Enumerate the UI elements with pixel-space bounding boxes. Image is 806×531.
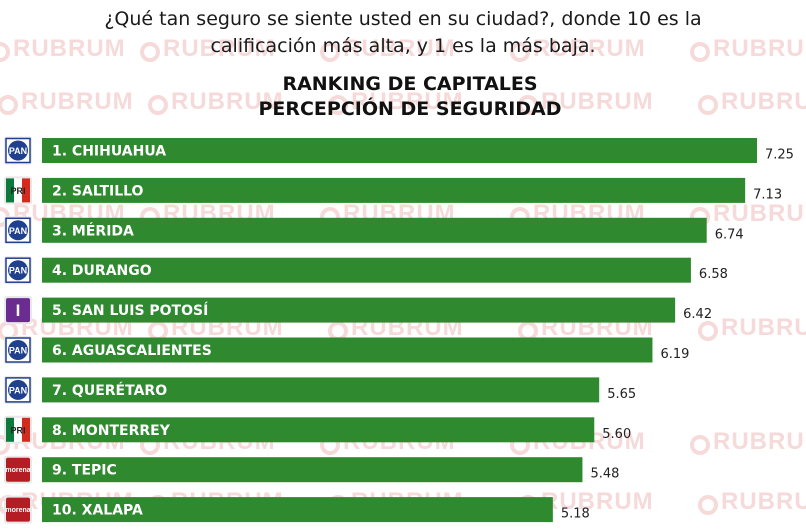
- party-pan-icon: PAN: [4, 136, 32, 165]
- bar-category-label: 5. SAN LUIS POTOSÍ: [52, 302, 208, 319]
- pri-logo-text: PRI: [10, 186, 25, 196]
- bar-row: PAN 6. AGUASCALIENTES 6.19: [4, 336, 689, 364]
- morena-logo-text: morena: [5, 507, 30, 514]
- pan-logo-text: PAN: [9, 266, 27, 276]
- bar-value-label: 5.65: [607, 387, 636, 402]
- bar-category-label: 6. AGUASCALIENTES: [52, 343, 212, 359]
- bar-row: PAN 3. MÉRIDA 6.74: [4, 216, 744, 245]
- morena-square: [6, 457, 30, 482]
- party-morena-icon: morena: [4, 495, 32, 524]
- independiente-logo-text: I: [16, 301, 21, 320]
- bar-category-label: 1. CHIHUAHUA: [52, 144, 166, 160]
- pri-red-stripe: [22, 178, 30, 203]
- bar-row: PAN 7. QUERÉTARO 5.65: [4, 375, 636, 404]
- bar-row: PRI 8. MONTERREY 5.60: [4, 415, 631, 444]
- bar-value-label: 7.13: [753, 187, 782, 202]
- bar: [42, 457, 583, 483]
- bar: [42, 257, 691, 283]
- bar-category-label: 9. TEPIC: [52, 463, 117, 479]
- pan-logo-text: PAN: [9, 226, 27, 236]
- bar-value-label: 6.42: [683, 307, 712, 322]
- bar-row: morena 9. TEPIC 5.48: [4, 455, 619, 484]
- title-line-1: RANKING DE CAPITALES: [282, 73, 538, 95]
- party-pan-icon: PAN: [4, 375, 32, 404]
- bar-row: PRI 2. SALTILLO 7.13: [4, 176, 782, 205]
- pri-red-stripe: [22, 417, 30, 442]
- bar: [42, 177, 746, 203]
- party-pan-icon: PAN: [4, 216, 32, 245]
- bar-category-label: 4. DURANGO: [52, 263, 152, 279]
- bar-category-label: 7. QUERÉTARO: [52, 382, 167, 399]
- pan-circle: [8, 220, 28, 241]
- question-line-1: ¿Qué tan seguro se siente usted en su ci…: [104, 8, 702, 30]
- party-pan-icon: PAN: [4, 336, 32, 364]
- bar: [42, 138, 757, 163]
- bar-category-label: 3. MÉRIDA: [52, 222, 134, 239]
- party-independiente-icon: I: [4, 296, 32, 325]
- bar: [42, 337, 653, 363]
- party-morena-icon: morena: [4, 455, 32, 484]
- bar-row: morena 10. XALAPA 5.18: [4, 495, 590, 524]
- pan-circle: [8, 340, 28, 360]
- bar: [42, 297, 676, 323]
- bar: [42, 377, 600, 403]
- pri-logo-text: PRI: [10, 425, 25, 435]
- bar-category-label: 8. MONTERREY: [52, 423, 171, 439]
- bar-category-label: 2. SALTILLO: [52, 183, 144, 199]
- bar-row: I 5. SAN LUIS POTOSÍ 6.42: [4, 296, 712, 325]
- bar-value-label: 5.18: [561, 507, 590, 522]
- party-pri-icon: PRI: [4, 176, 32, 205]
- survey-question: ¿Qué tan seguro se siente usted en su ci…: [40, 6, 766, 60]
- morena-logo-text: morena: [5, 467, 30, 474]
- pri-green-stripe: [6, 417, 14, 442]
- pri-green-stripe: [6, 178, 14, 203]
- question-line-2: calificación más alta, y 1 es la más baj…: [210, 35, 596, 57]
- pan-circle: [8, 379, 28, 400]
- bar-row: PAN 1. CHIHUAHUA 7.25: [4, 136, 794, 165]
- bar-value-label: 5.48: [590, 467, 619, 482]
- pan-logo-text: PAN: [9, 385, 27, 395]
- pan-circle: [8, 260, 28, 281]
- bar-value-label: 6.19: [660, 347, 689, 362]
- pan-logo-text: PAN: [9, 346, 27, 356]
- bar-category-label: 10. XALAPA: [52, 503, 143, 519]
- pan-circle: [8, 140, 28, 161]
- bar-value-label: 5.60: [602, 427, 631, 442]
- pan-logo-text: PAN: [9, 146, 27, 156]
- independiente-square: [6, 298, 30, 323]
- morena-square: [6, 497, 30, 522]
- party-pri-icon: PRI: [4, 415, 32, 444]
- bar-value-label: 6.58: [699, 267, 728, 282]
- bar-value-label: 7.25: [765, 148, 794, 163]
- chart-title: RANKING DE CAPITALES PERCEPCIÓN DE SEGUR…: [160, 72, 660, 122]
- bar-value-label: 6.74: [715, 227, 744, 242]
- bar: [42, 217, 707, 243]
- bar-row: PAN 4. DURANGO 6.58: [4, 256, 728, 285]
- party-pan-icon: PAN: [4, 256, 32, 285]
- title-line-2: PERCEPCIÓN DE SEGURIDAD: [258, 98, 562, 120]
- bar: [42, 497, 553, 523]
- bar: [42, 417, 595, 443]
